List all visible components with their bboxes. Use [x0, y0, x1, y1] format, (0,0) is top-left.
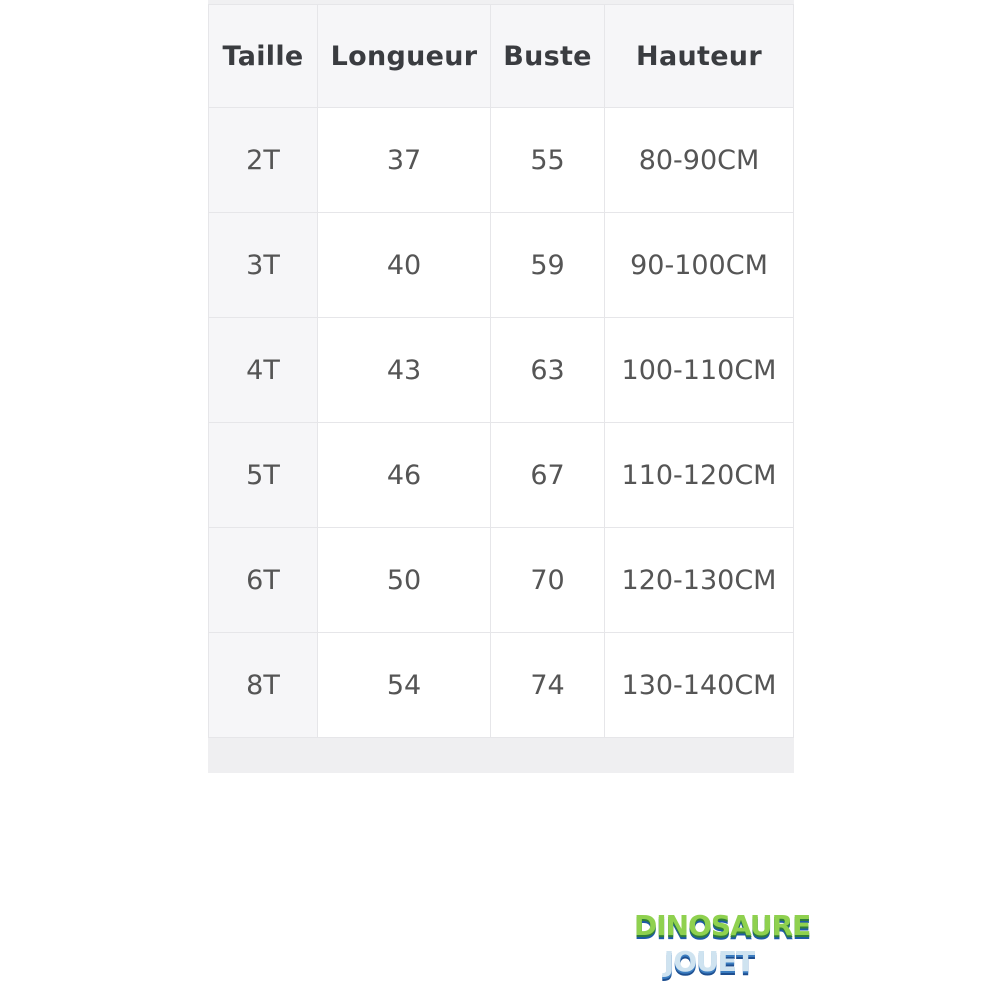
header-hauteur: Hauteur: [604, 4, 794, 108]
logo-line-2: JOUET: [663, 945, 755, 978]
cell-longueur: 50: [317, 527, 491, 633]
header-taille: Taille: [208, 4, 318, 108]
cell-hauteur: 130-140CM: [604, 632, 794, 738]
table-header-row: Taille Longueur Buste Hauteur: [208, 4, 794, 108]
table-row: 8T 54 74 130-140CM: [208, 632, 794, 738]
header-longueur: Longueur: [317, 4, 491, 108]
cell-hauteur: 120-130CM: [604, 527, 794, 633]
cell-taille: 6T: [208, 527, 318, 633]
table-row: 6T 50 70 120-130CM: [208, 527, 794, 633]
table-row: 4T 43 63 100-110CM: [208, 317, 794, 423]
cell-taille: 3T: [208, 212, 318, 318]
cell-hauteur: 80-90CM: [604, 107, 794, 213]
cell-longueur: 43: [317, 317, 491, 423]
cell-buste: 67: [490, 422, 605, 528]
table-top-strip: [208, 0, 794, 4]
cell-buste: 59: [490, 212, 605, 318]
size-chart: Taille Longueur Buste Hauteur 2T 37 55 80-9…: [208, 0, 794, 773]
cell-hauteur: 90-100CM: [604, 212, 794, 318]
cell-buste: 74: [490, 632, 605, 738]
cell-hauteur: 100-110CM: [604, 317, 794, 423]
cell-longueur: 46: [317, 422, 491, 528]
table-row: 5T 46 67 110-120CM: [208, 422, 794, 528]
table-row: 2T 37 55 80-90CM: [208, 107, 794, 213]
table-row: 3T 40 59 90-100CM: [208, 212, 794, 318]
cell-buste: 55: [490, 107, 605, 213]
cell-taille: 5T: [208, 422, 318, 528]
cell-taille: 4T: [208, 317, 318, 423]
cell-buste: 70: [490, 527, 605, 633]
cell-longueur: 37: [317, 107, 491, 213]
cell-longueur: 40: [317, 212, 491, 318]
cell-longueur: 54: [317, 632, 491, 738]
header-buste: Buste: [490, 4, 605, 108]
table-scrollbar[interactable]: [208, 738, 794, 773]
dinosaure-jouet-logo: DINOSAURE JOUET: [634, 908, 811, 992]
cell-taille: 2T: [208, 107, 318, 213]
logo-line-1: DINOSAURE: [634, 909, 811, 942]
cell-hauteur: 110-120CM: [604, 422, 794, 528]
cell-buste: 63: [490, 317, 605, 423]
size-table: Taille Longueur Buste Hauteur 2T 37 55 80-9…: [208, 4, 794, 738]
cell-taille: 8T: [208, 632, 318, 738]
